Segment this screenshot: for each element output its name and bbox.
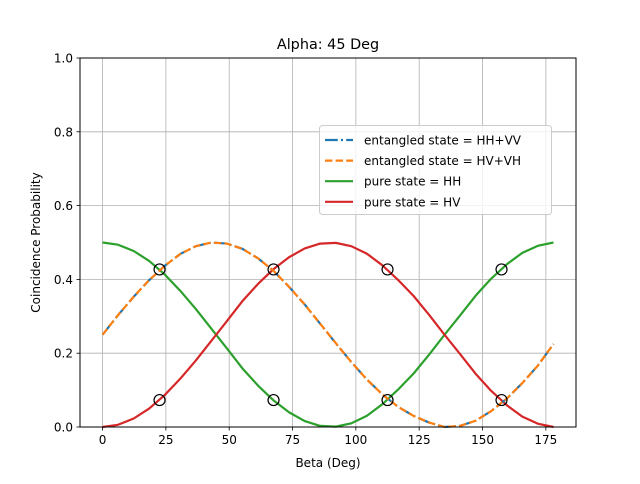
marker-point	[381, 393, 394, 407]
y-tick-label: 0.6	[54, 199, 73, 213]
marker-point	[153, 393, 166, 407]
x-tick-label: 150	[471, 433, 494, 447]
y-tick-label: 0.8	[54, 125, 73, 139]
series-line-1	[101, 241, 555, 429]
x-tick-label: 125	[408, 433, 431, 447]
legend-label-1: entangled state = HV+VH	[364, 154, 521, 168]
markers	[153, 263, 508, 407]
legend-label-2: pure state = HH	[364, 175, 461, 189]
marker-point	[267, 263, 280, 276]
x-tick-label: 100	[344, 433, 367, 447]
series-lines	[101, 241, 555, 429]
x-tick-label: 50	[222, 433, 237, 447]
x-tick-label: 175	[534, 433, 557, 447]
marker-point	[381, 263, 394, 276]
marker-point	[267, 393, 280, 407]
y-ticks: 0.0 0.2 0.4 0.6 0.8 1.0	[54, 52, 80, 435]
y-tick-label: 0.4	[54, 273, 73, 287]
legend-label-3: pure state = HV	[364, 195, 461, 209]
legend: entangled state = HH+VV entangled state =…	[319, 125, 552, 215]
series-line-2	[102, 241, 554, 428]
plot-frame	[79, 57, 577, 428]
marker-point	[495, 263, 508, 276]
x-axis-label: Beta (Deg)	[295, 456, 360, 470]
marker-point	[153, 263, 166, 276]
x-tick-label: 75	[285, 433, 300, 447]
y-axis-label: Coincidence Probability	[29, 172, 43, 312]
y-tick-label: 0.0	[54, 421, 73, 435]
legend-box	[319, 125, 552, 215]
x-tick-label: 25	[158, 433, 173, 447]
x-tick-label: 0	[99, 433, 107, 447]
chart-title: Alpha: 45 Deg	[277, 37, 379, 53]
marker-point	[495, 393, 508, 407]
x-ticks: 0 25 50 75 100 125 150 175	[99, 427, 557, 447]
legend-label-0: entangled state = HH+VV	[364, 134, 522, 148]
y-tick-label: 1.0	[54, 52, 73, 66]
y-tick-label: 0.2	[54, 347, 73, 361]
series-line-3	[102, 241, 554, 429]
